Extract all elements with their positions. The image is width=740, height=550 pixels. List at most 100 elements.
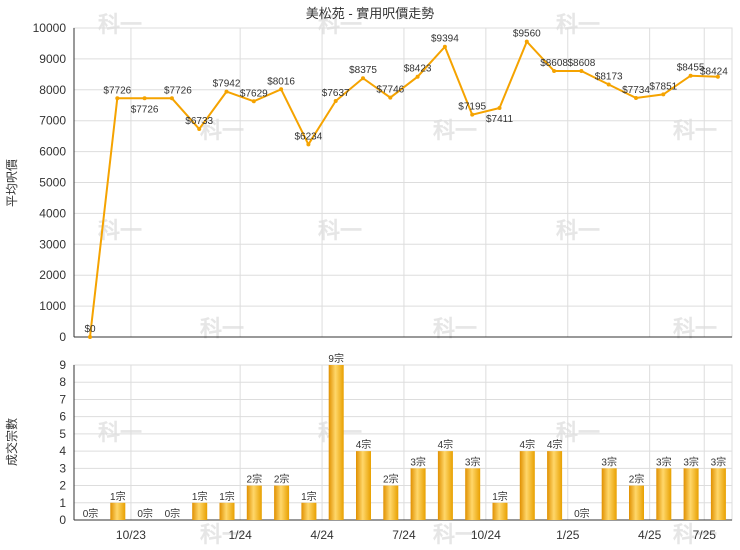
price-ytick-label: 0 [59,330,66,344]
count-data-label: 4宗 [547,438,563,451]
price-point [115,96,120,101]
count-bar [192,502,208,520]
count-bar [465,468,481,520]
price-data-label: $8455 [677,63,705,74]
count-bar [274,485,290,520]
count-data-label: 1宗 [219,490,235,503]
count-data-label: 3宗 [711,455,727,468]
count-bar [410,468,426,520]
count-ytick-label: 9 [59,358,66,372]
count-ytick-label: 3 [59,461,66,475]
watermark-text: 科一 [556,12,600,37]
price-point [142,96,147,101]
price-data-label: $7629 [240,88,268,99]
count-data-label: 0宗 [83,507,99,520]
price-ytick-label: 1000 [39,299,66,313]
watermark-text: 科一 [433,118,477,143]
price-point [579,69,584,74]
watermark-text: 科一 [556,218,600,243]
price-point [306,142,311,147]
watermark-text: 科一 [318,218,362,243]
price-point [552,69,557,74]
count-xtick-label: 1/25 [556,528,580,542]
watermark-text: 科一 [433,522,477,547]
price-data-label: $6234 [294,131,322,142]
count-data-label: 9宗 [328,352,344,365]
count-bar [492,502,508,520]
count-ytick-label: 7 [59,392,66,406]
price-point [361,76,365,81]
price-data-label: $9394 [431,34,459,45]
price-data-label: $8608 [567,58,595,69]
count-data-label: 0宗 [165,507,181,520]
price-data-label: $7726 [131,104,159,115]
price-ytick-label: 4000 [39,206,66,220]
count-ytick-label: 2 [59,479,66,493]
count-data-label: 1宗 [110,490,126,503]
price-ytick-label: 8000 [39,83,66,97]
price-point [661,92,666,97]
price-point [606,82,611,87]
count-data-label: 4宗 [520,438,536,451]
price-data-label: $7726 [103,85,131,96]
count-xtick-label: 10/24 [471,528,501,542]
count-bar [629,485,644,520]
price-data-label: $6733 [185,116,213,127]
count-data-label: 3宗 [601,455,617,468]
price-point [197,126,202,131]
price-data-label: $8173 [595,71,623,82]
count-xtick-label: 4/25 [638,528,662,542]
price-data-label: $0 [84,324,96,335]
price-point [634,96,638,101]
price-point [688,73,693,78]
price-ytick-label: 6000 [39,145,66,159]
count-data-label: 1宗 [192,490,208,503]
price-data-label: $8608 [540,58,568,69]
count-data-label: 1宗 [492,490,508,503]
count-data-label: 0宗 [574,507,590,520]
count-xtick-label: 7/24 [392,528,416,542]
count-bar [246,485,262,520]
price-data-label: $7734 [622,85,650,96]
count-bar [356,451,371,520]
count-axis-label: 成交宗數 [4,418,19,466]
chart-title: 美松苑 - 實用呎價走勢 [306,6,435,21]
count-data-label: 2宗 [247,473,263,486]
price-data-label: $7195 [458,102,486,113]
watermark-text: 科一 [98,12,142,37]
count-data-label: 0宗 [137,507,153,520]
count-data-label: 3宗 [465,455,481,468]
price-ytick-label: 5000 [39,176,66,190]
price-point [470,112,475,117]
watermark-text: 科一 [98,218,142,243]
price-point [415,74,420,79]
watermark-text: 科一 [673,522,717,547]
price-data-label: $7411 [486,114,514,125]
price-point [279,87,284,92]
count-bar [219,502,235,520]
count-xtick-label: 10/23 [116,528,146,542]
price-data-label: $7726 [164,85,192,96]
price-point [524,39,529,44]
price-point [88,335,92,339]
price-series-line [89,39,718,338]
count-xtick-label: 7/25 [693,528,717,542]
price-axis-label: 平均呎價 [5,159,19,207]
count-data-label: 4宗 [438,438,454,451]
count-bar [328,365,344,520]
price-data-label: $7637 [322,88,350,99]
count-ytick-label: 0 [59,513,66,527]
count-bar [601,468,617,520]
price-point [333,99,338,104]
price-point [251,99,256,104]
watermark-text: 科一 [200,118,244,143]
count-xtick-label: 4/24 [310,528,334,542]
price-data-label: $8423 [404,64,432,75]
count-data-label: 2宗 [383,473,399,486]
count-data-label: 2宗 [629,473,645,486]
price-data-label: $9560 [513,29,541,40]
count-bar [110,502,126,520]
price-point [169,96,174,101]
